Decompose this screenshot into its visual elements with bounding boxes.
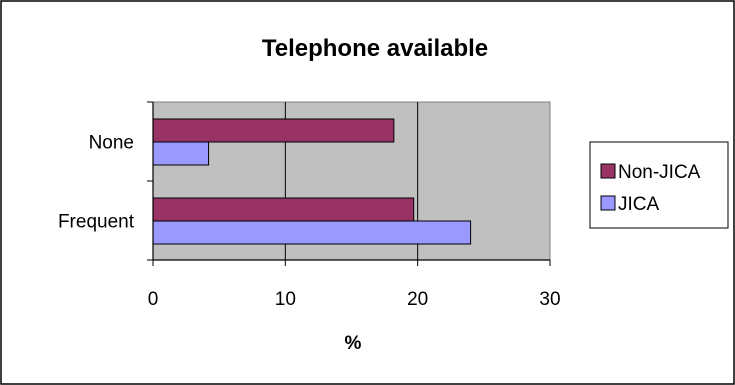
bar-jica-frequent — [152, 220, 472, 245]
legend-label-non-jica: Non-JICA — [618, 162, 701, 183]
x-axis-label: % — [345, 333, 362, 354]
x-tick-label-30: 30 — [539, 289, 560, 310]
bar-non-jica-none — [152, 118, 395, 143]
legend-swatch-jica — [600, 195, 616, 211]
axes — [147, 101, 551, 266]
x-tick-label-0: 0 — [148, 289, 159, 310]
y-tick-label-frequent: Frequent — [58, 212, 135, 233]
legend: Non-JICA JICA — [589, 141, 729, 229]
bar-jica-none — [152, 141, 210, 166]
legend-swatch-non-jica — [600, 163, 616, 179]
y-tick-labels: Frequent None — [58, 133, 135, 233]
x-tick-label-10: 10 — [275, 289, 296, 310]
x-tick-labels: 0 10 20 30 — [148, 289, 561, 310]
y-tick-label-none: None — [89, 133, 134, 154]
x-tick-label-20: 20 — [407, 289, 428, 310]
legend-label-jica: JICA — [618, 194, 660, 215]
bar-non-jica-frequent — [152, 197, 415, 222]
legend-box — [589, 141, 729, 229]
chart-title: Telephone available — [262, 35, 488, 62]
